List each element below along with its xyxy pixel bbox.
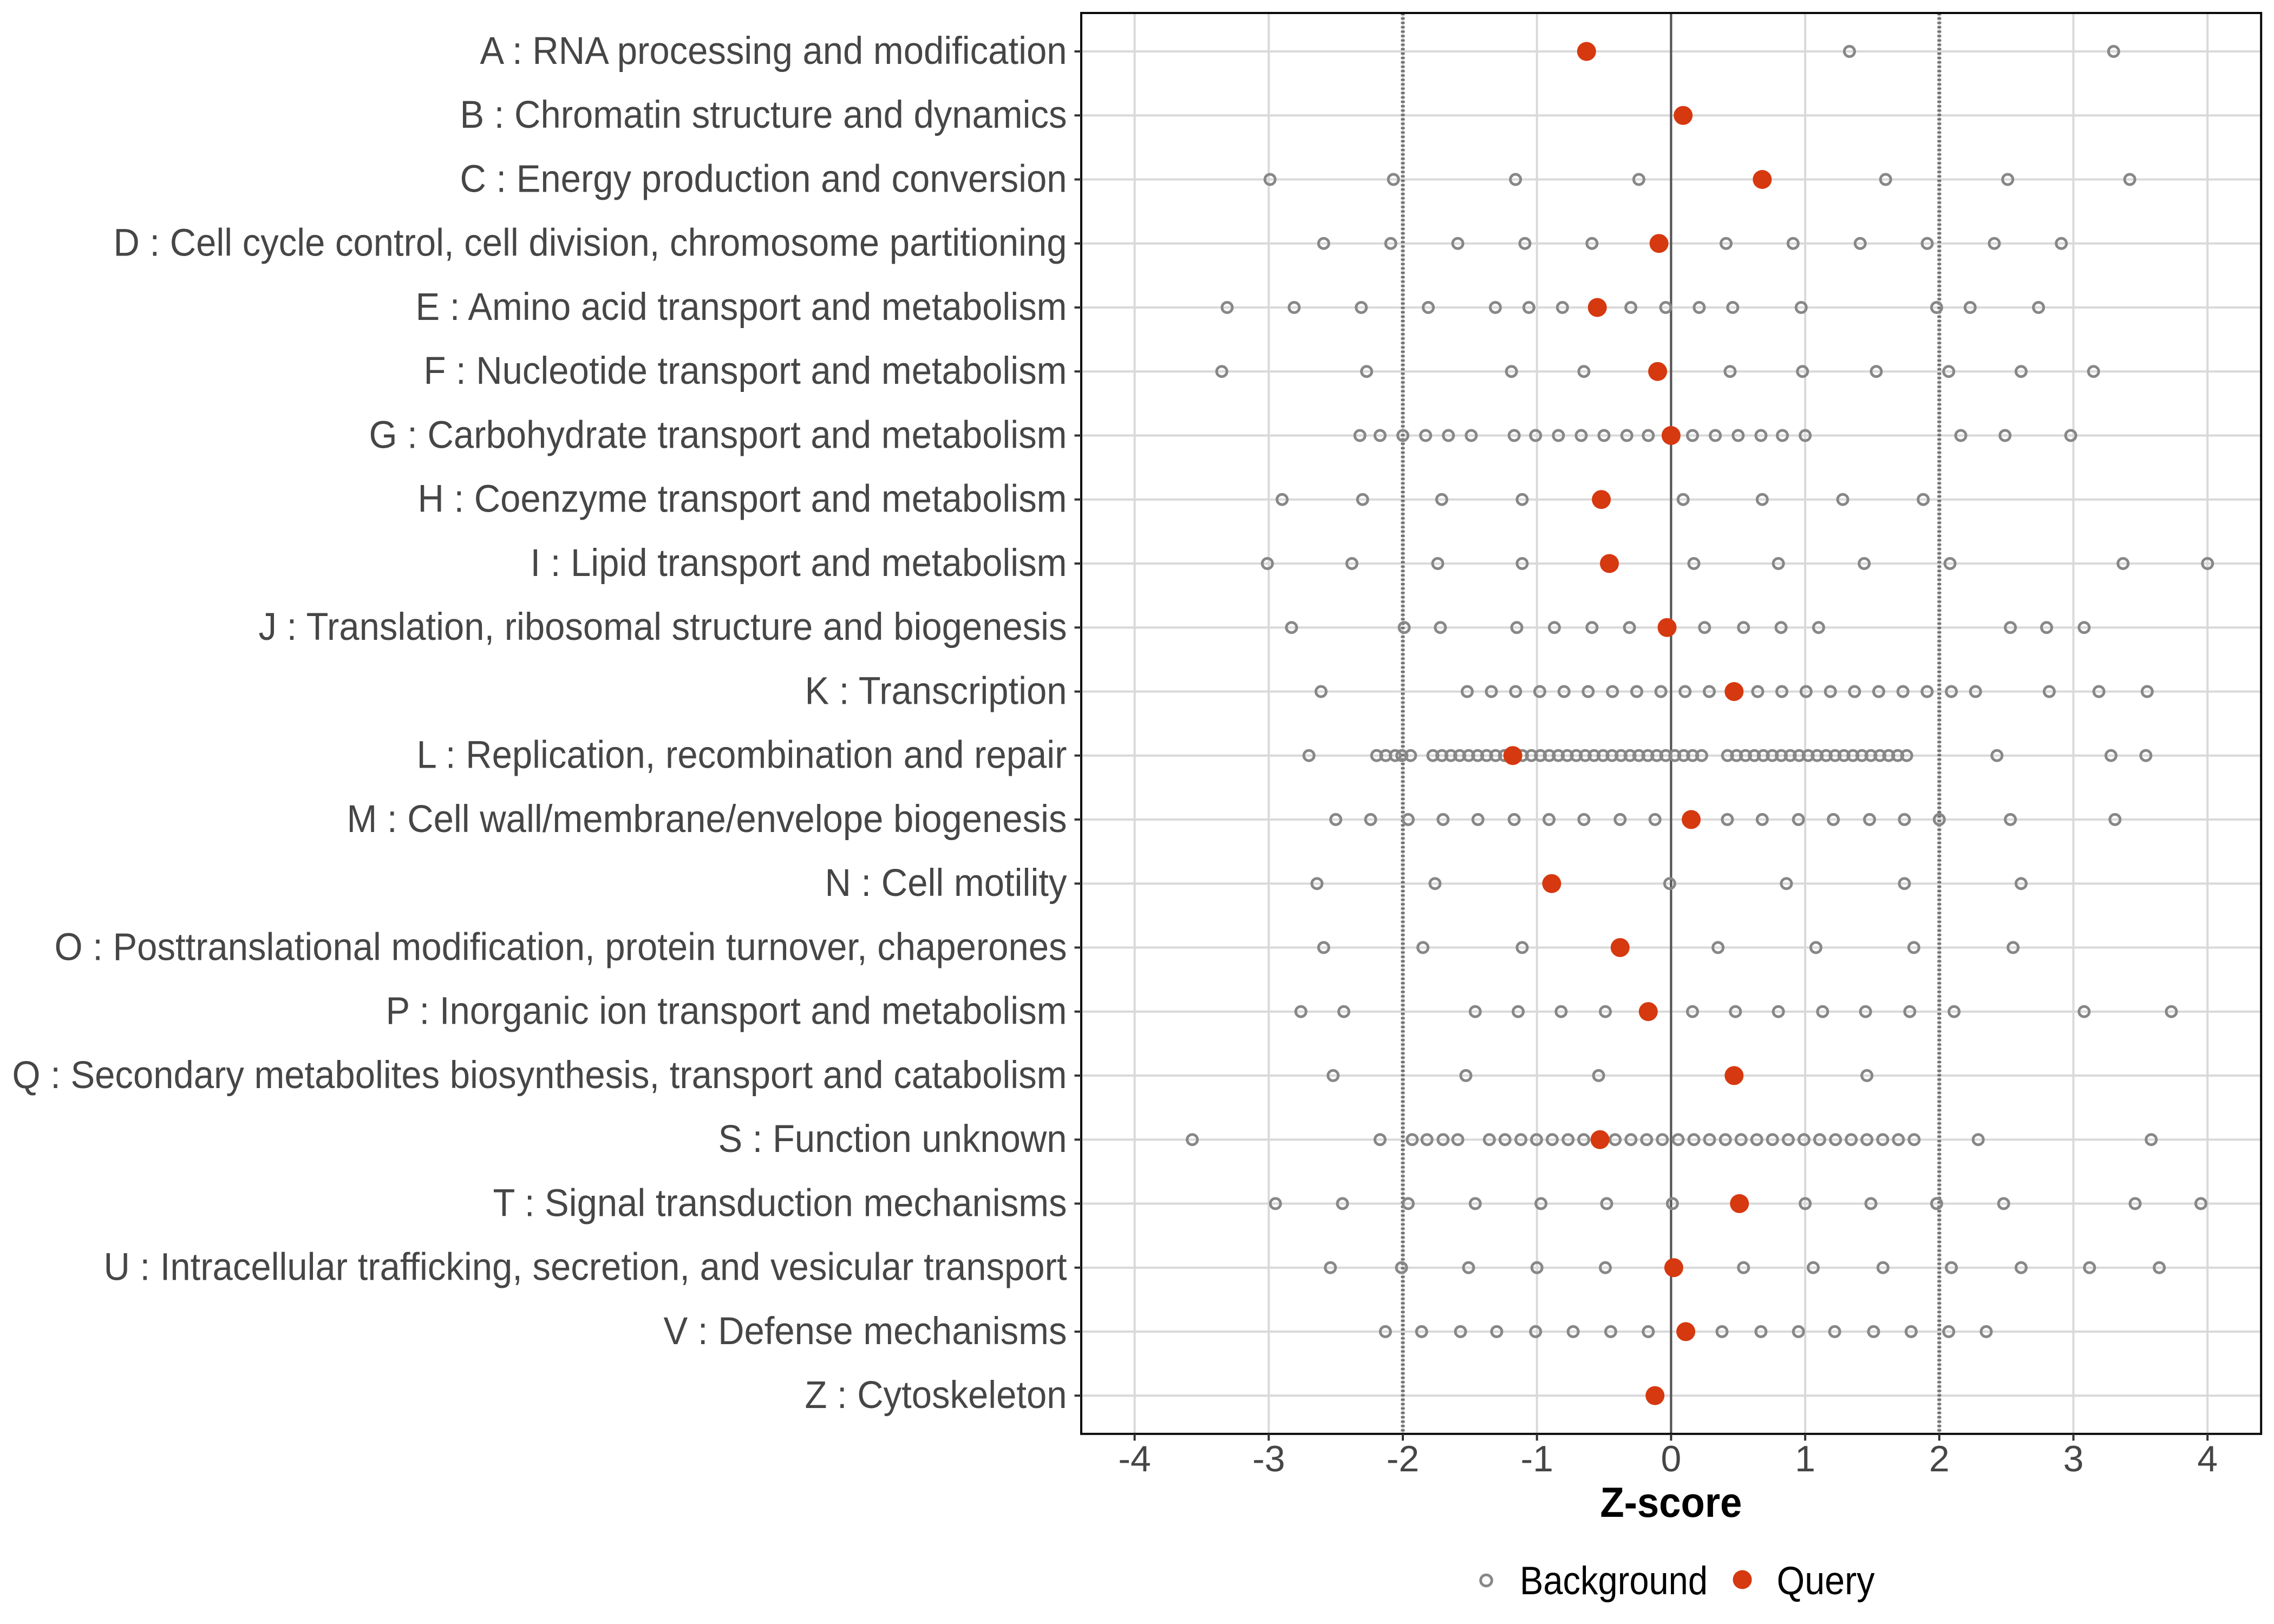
- svg-text:Query: Query: [1777, 1559, 1875, 1603]
- svg-text:B : Chromatin structure and dy: B : Chromatin structure and dynamics: [460, 94, 1067, 136]
- svg-text:I : Lipid transport and metabo: I : Lipid transport and metabolism: [531, 542, 1067, 585]
- svg-text:U : Intracellular trafficking,: U : Intracellular trafficking, secretion…: [104, 1246, 1067, 1289]
- svg-text:G : Carbohydrate transport and: G : Carbohydrate transport and metabolis…: [369, 414, 1067, 457]
- svg-text:3: 3: [2063, 1438, 2084, 1479]
- svg-text:H : Coenzyme transport and met: H : Coenzyme transport and metabolism: [418, 478, 1067, 521]
- svg-text:D : Cell cycle control, cell d: D : Cell cycle control, cell division, c…: [114, 222, 1067, 265]
- svg-text:J : Translation, ribosomal str: J : Translation, ribosomal structure and…: [259, 606, 1067, 649]
- svg-text:1: 1: [1795, 1438, 1815, 1479]
- svg-text:K : Transcription: K : Transcription: [805, 670, 1067, 713]
- svg-text:C : Energy production and conv: C : Energy production and conversion: [460, 158, 1067, 201]
- svg-text:A : RNA processing and modific: A : RNA processing and modification: [480, 30, 1067, 73]
- svg-text:S : Function unknown: S : Function unknown: [718, 1118, 1067, 1161]
- svg-text:N : Cell motility: N : Cell motility: [825, 862, 1067, 905]
- svg-text:V : Defense mechanisms: V : Defense mechanisms: [664, 1310, 1067, 1353]
- svg-text:Z-score: Z-score: [1600, 1478, 1742, 1526]
- svg-text:Z : Cytoskeleton: Z : Cytoskeleton: [805, 1374, 1067, 1417]
- svg-text:0: 0: [1661, 1438, 1681, 1479]
- svg-text:-1: -1: [1520, 1438, 1553, 1479]
- svg-text:F : Nucleotide transport and m: F : Nucleotide transport and metabolism: [424, 350, 1067, 392]
- svg-text:T : Signal transduction mechan: T : Signal transduction mechanisms: [493, 1182, 1067, 1224]
- svg-text:-2: -2: [1387, 1438, 1419, 1479]
- svg-text:L : Replication, recombination: L : Replication, recombination and repai…: [417, 734, 1067, 777]
- svg-text:4: 4: [2197, 1438, 2218, 1479]
- svg-text:M : Cell wall/membrane/envelop: M : Cell wall/membrane/envelope biogenes…: [347, 798, 1067, 841]
- svg-text:P : Inorganic ion transport an: P : Inorganic ion transport and metaboli…: [386, 990, 1067, 1033]
- svg-text:Background: Background: [1520, 1559, 1708, 1603]
- svg-text:2: 2: [1929, 1438, 1950, 1479]
- svg-text:Q : Secondary metabolites bios: Q : Secondary metabolites biosynthesis, …: [12, 1054, 1067, 1097]
- svg-text:-4: -4: [1118, 1438, 1151, 1479]
- svg-text:O : Posttranslational modifica: O : Posttranslational modification, prot…: [55, 926, 1067, 968]
- svg-text:-3: -3: [1252, 1438, 1285, 1479]
- svg-text:E : Amino acid transport and m: E : Amino acid transport and metabolism: [416, 286, 1067, 329]
